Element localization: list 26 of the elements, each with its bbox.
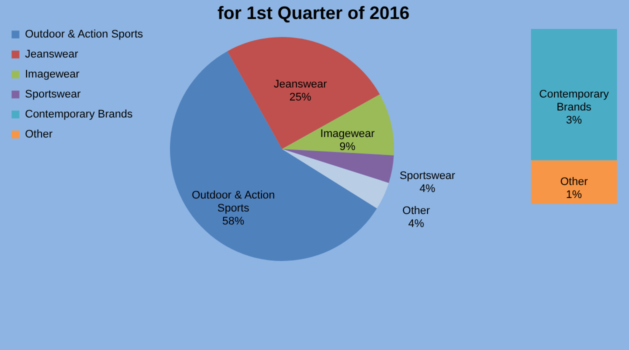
data-label: 4% — [408, 218, 424, 230]
text: Other — [560, 176, 588, 188]
legend-label: Jeanswear — [25, 48, 79, 60]
data-label: 3% — [566, 114, 582, 127]
pie-slice — [282, 94, 394, 156]
slice-label: Other — [402, 205, 430, 218]
legend-label: Sportswear — [25, 88, 81, 100]
pie-slice — [227, 37, 380, 149]
slice-label: Jeanswear — [274, 78, 328, 90]
legend-label: Contemporary Brands — [25, 108, 134, 120]
text: Contemporary Brands — [539, 88, 609, 114]
data-label: 25% — [289, 91, 312, 104]
slice-label: Imagewear — [320, 128, 376, 140]
legend-label: Imagewear — [25, 68, 80, 80]
data-label: 58% — [222, 215, 245, 228]
pie-slice — [170, 51, 377, 261]
data-label: 4% — [419, 182, 436, 195]
pie-slice — [282, 149, 389, 208]
slice-label: Outdoor & Action Sports — [192, 189, 275, 214]
pie-slice — [282, 149, 394, 183]
data-label: 9% — [340, 140, 356, 153]
legend-label: Outdoor & Action Sports — [25, 28, 144, 40]
slice-label: Sportswear — [400, 170, 456, 182]
legend-label: Other — [25, 128, 53, 140]
data-label: 1% — [566, 189, 582, 202]
chart-title: for 1st Quarter of 2016 — [217, 3, 410, 23]
